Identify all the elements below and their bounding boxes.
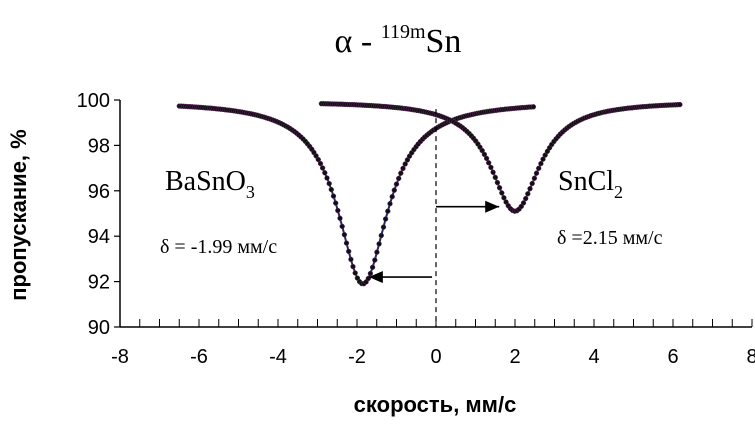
delta-label-basno3: δ = -1.99 мм/с: [160, 236, 277, 258]
data-point: [374, 249, 380, 255]
data-point: [483, 155, 490, 162]
data-point: [339, 223, 345, 230]
data-point: [531, 175, 538, 181]
y-tick-label: 92: [88, 272, 110, 294]
data-point: [540, 156, 546, 162]
series-SnCl2: [318, 101, 683, 214]
data-point: [525, 191, 531, 197]
data-point: [400, 165, 406, 172]
data-point: [538, 160, 544, 167]
data-point: [343, 240, 350, 246]
arrow-head: [368, 271, 383, 284]
data-point: [490, 169, 496, 175]
x-tick-label: 6: [667, 346, 678, 368]
data-point: [341, 232, 348, 238]
data-point: [494, 179, 501, 186]
data-point: [317, 160, 324, 167]
y-tick-label: 94: [88, 226, 110, 248]
data-point: [333, 200, 339, 206]
data-point: [530, 104, 537, 110]
y-tick-label: 90: [88, 317, 110, 339]
data-point: [486, 160, 492, 166]
data-point: [376, 241, 382, 247]
data-point: [523, 195, 529, 202]
data-point: [536, 165, 542, 171]
data-point: [481, 151, 488, 158]
x-tick-label: -8: [111, 346, 129, 368]
arrow-head: [485, 200, 500, 213]
x-tick-label: -6: [190, 346, 208, 368]
title-element: Sn: [426, 23, 462, 60]
delta-label-sncl2: δ =2.15 мм/с: [557, 227, 663, 249]
data-point: [496, 185, 503, 191]
data-point: [402, 161, 408, 167]
data-point: [499, 190, 505, 196]
data-point: [389, 194, 395, 200]
data-point: [393, 181, 400, 187]
data-point: [391, 187, 397, 193]
data-point: [322, 170, 328, 176]
title-superscript: 119m: [381, 21, 426, 43]
data-point: [348, 256, 354, 263]
data-point: [315, 156, 321, 163]
data-point: [337, 215, 343, 221]
y-axis-label: пропускание, %: [6, 129, 31, 300]
data-point: [527, 186, 533, 192]
data-point: [492, 174, 498, 181]
data-point: [352, 270, 358, 276]
data-point: [367, 270, 374, 277]
data-point: [350, 263, 356, 270]
data-point: [330, 193, 337, 199]
x-tick-label: -2: [348, 346, 366, 368]
data-point: [385, 208, 391, 214]
data-point: [398, 170, 404, 176]
arrow-to-sncl2: [436, 200, 500, 213]
annotations: [368, 109, 500, 327]
series-label-basno3: BaSnO3: [165, 166, 255, 202]
x-tick-label: 4: [588, 346, 599, 368]
series-BaSnO3: [176, 103, 537, 287]
data-point: [677, 101, 683, 108]
x-tick-label: 0: [430, 346, 441, 368]
data-point: [319, 165, 326, 171]
ticks: 90 92 94 96 98 100 -8 -6 -4 -2 0 2 4 6 8: [77, 90, 755, 368]
data-point: [335, 207, 341, 214]
data-point: [378, 232, 384, 239]
data-point: [529, 180, 535, 187]
data-point: [380, 224, 387, 230]
data-point: [520, 200, 527, 206]
series-label-sncl2: SnCl2: [558, 166, 623, 202]
data-point: [326, 180, 332, 187]
data-point: [346, 248, 352, 255]
data-point: [533, 170, 540, 176]
data-point: [372, 257, 378, 263]
y-tick-label: 96: [88, 181, 110, 203]
series-layer: [176, 101, 683, 287]
x-tick-label: 2: [509, 346, 520, 368]
x-axis-label: скорость, мм/с: [354, 392, 517, 417]
arrow-to-basno3: [368, 271, 433, 284]
y-tick-label: 98: [88, 135, 110, 157]
data-point: [328, 186, 334, 193]
x-tick-label: 8: [746, 346, 755, 368]
x-tick-label: -4: [269, 346, 287, 368]
y-tick-label: 100: [77, 90, 110, 112]
data-point: [488, 164, 494, 171]
data-point: [387, 201, 393, 207]
data-point: [369, 264, 376, 270]
chart-title: α - 119mSn: [335, 21, 462, 60]
data-point: [324, 175, 330, 181]
data-point: [396, 175, 402, 182]
title-prefix: α -: [335, 23, 381, 60]
data-point: [382, 216, 389, 222]
data-point: [501, 195, 507, 201]
